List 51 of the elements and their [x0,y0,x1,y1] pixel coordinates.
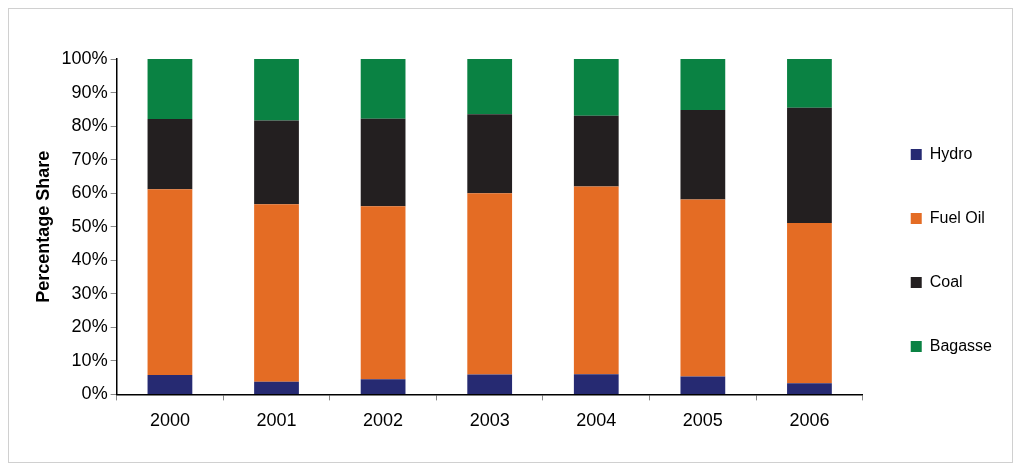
bar [787,383,832,394]
y-tick-label: 40% [71,249,108,270]
bar [254,381,299,394]
bar [467,59,513,115]
bar [680,376,726,394]
legend-label: Hydro [929,144,973,162]
legend-label: Bagasse [929,336,993,354]
bar [360,59,406,119]
bar [787,223,832,384]
y-tick-label: 0% [81,383,108,404]
bar [147,189,193,375]
y-tick-label: 60% [71,182,108,203]
y-axis-title: Percentage Share [32,150,53,303]
bar [360,118,406,207]
bar [680,199,726,377]
bar [680,109,726,200]
bar [254,120,299,205]
x-tick-label: 2001 [256,410,297,431]
y-tick-label: 50% [71,215,108,236]
x-tick-label: 2002 [363,410,404,431]
bar [573,374,619,394]
bar [147,119,193,190]
y-tick-label: 90% [71,81,108,102]
legend-label: Coal [929,272,963,290]
bar [254,59,299,121]
bar [573,186,619,375]
y-tick-label: 100% [61,47,108,68]
y-tick-label: 80% [71,115,108,136]
y-tick-label: 30% [71,282,108,303]
bar [147,374,193,394]
bar [787,107,832,224]
x-tick-label: 2006 [789,410,830,431]
bar [680,59,726,110]
bar [147,59,193,120]
bar [467,374,513,394]
bar [573,115,619,187]
bar [254,204,299,382]
y-tick-label: 20% [71,316,108,337]
x-tick-label: 2003 [469,410,510,431]
bar [573,59,619,116]
y-tick-label: 70% [71,148,108,169]
y-tick-label: 10% [71,349,108,370]
bar [467,193,513,375]
legend-label: Fuel Oil [929,208,985,226]
bar [787,59,832,108]
x-tick-label: 2000 [149,410,190,431]
bar [467,114,513,194]
bar [360,206,406,380]
x-tick-label: 2004 [576,410,617,431]
x-tick-label: 2005 [682,410,723,431]
bar [360,379,406,394]
